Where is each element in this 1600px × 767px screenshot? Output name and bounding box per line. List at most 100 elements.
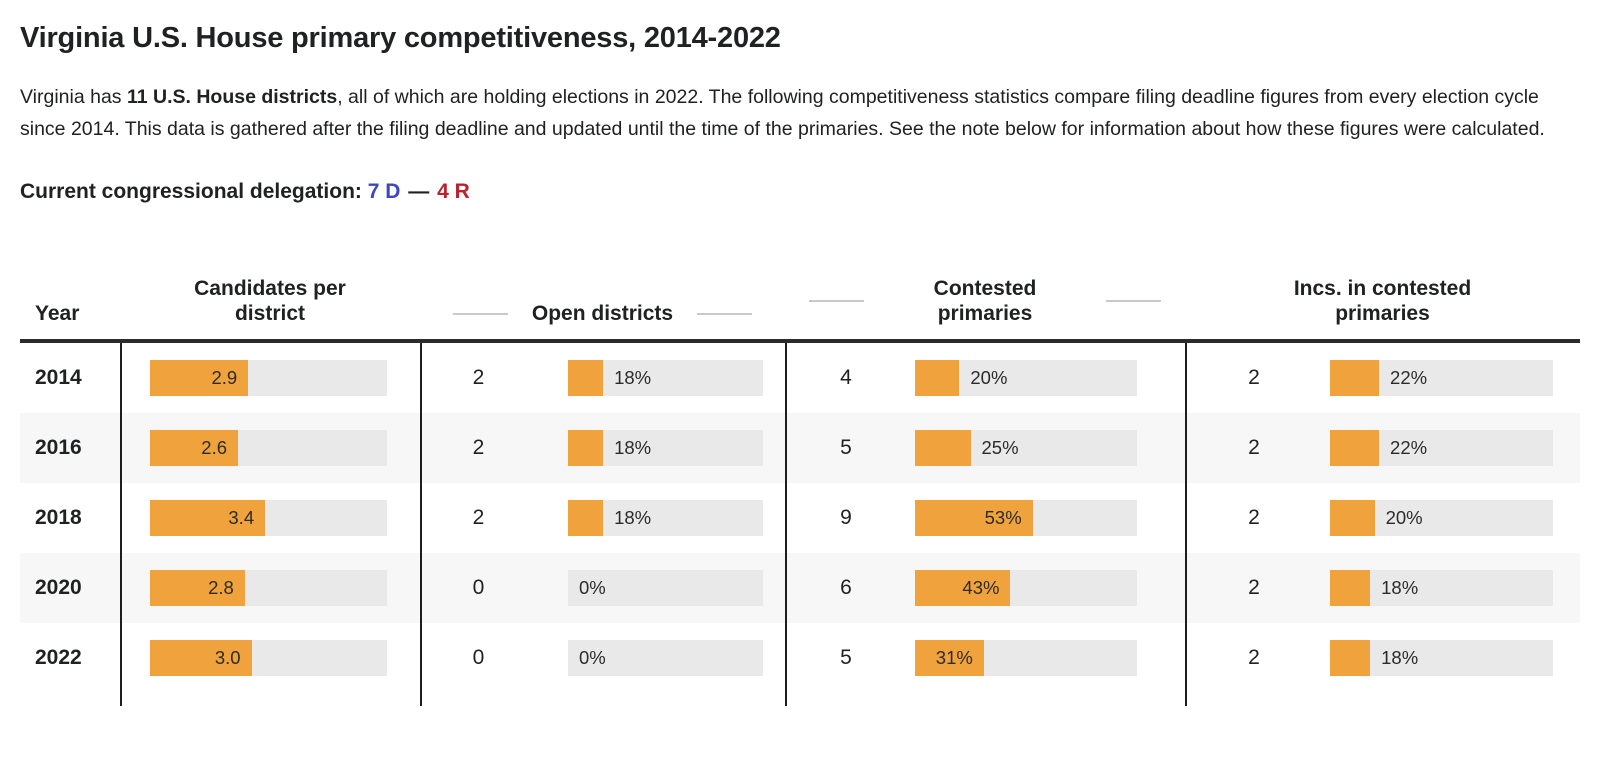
bar-value-label: 0% bbox=[579, 577, 606, 598]
candidates-cell: 2.6 bbox=[120, 413, 420, 483]
year-cell: 2018 bbox=[35, 506, 82, 529]
table-row-2014: 2014 2.9 2 18% 4 20% 2 22% bbox=[20, 343, 1580, 413]
header-dash bbox=[809, 300, 864, 302]
contested-count: 5 bbox=[840, 436, 852, 459]
year-cell: 2022 bbox=[35, 646, 82, 669]
year-cell: 2016 bbox=[35, 436, 82, 459]
bar-value-label: 43% bbox=[962, 577, 1000, 598]
open-count: 2 bbox=[472, 436, 485, 459]
open-pct-bar: 0% bbox=[568, 570, 763, 606]
candidates-cell: 2.8 bbox=[120, 553, 420, 623]
page-title: Virginia U.S. House primary competitiven… bbox=[20, 22, 781, 54]
bar-fill: 3.0 bbox=[150, 640, 252, 676]
dem-count: 7 D bbox=[367, 180, 401, 203]
bar-fill: 2.8 bbox=[150, 570, 245, 606]
bar-fill: 3.4 bbox=[150, 500, 266, 536]
header-dash bbox=[697, 312, 753, 315]
open-count: 0 bbox=[472, 576, 485, 599]
contested-primaries-cell: 5 25% bbox=[785, 413, 1185, 483]
incs-pct-bar: 22% bbox=[1330, 360, 1553, 396]
incs-contested-cell: 2 22% bbox=[1185, 343, 1580, 413]
table-header: Year Candidates per district Open distri… bbox=[20, 254, 1580, 343]
bar-fill bbox=[1330, 500, 1375, 536]
open-pct-bar: 18% bbox=[568, 500, 763, 536]
candidates-cell: 3.4 bbox=[120, 483, 420, 553]
year-cell: 2020 bbox=[35, 576, 82, 599]
bar-fill: 31% bbox=[915, 640, 984, 676]
open-districts-cell: 2 18% bbox=[420, 413, 785, 483]
candidates-bar: 2.6 bbox=[150, 430, 387, 466]
open-districts-cell: 2 18% bbox=[420, 343, 785, 413]
intro-prefix: Virginia has bbox=[20, 86, 127, 108]
col-header-open-districts: Open districts bbox=[420, 301, 785, 326]
col-header-incs-label: Incs. in contested primaries bbox=[1293, 277, 1472, 325]
incs-contested-cell: 2 20% bbox=[1185, 483, 1580, 553]
incs-contested-cell: 2 22% bbox=[1185, 413, 1580, 483]
bar-value-label: 18% bbox=[1381, 577, 1419, 598]
bar-value-label: 2.6 bbox=[201, 437, 228, 458]
bar-value-label: 18% bbox=[1381, 647, 1419, 668]
bar-value-label: 18% bbox=[614, 367, 652, 388]
bar-fill: 43% bbox=[915, 570, 1011, 606]
bar-fill bbox=[568, 430, 604, 466]
bar-fill bbox=[1330, 360, 1380, 396]
candidates-bar: 2.9 bbox=[150, 360, 387, 396]
contested-pct-bar: 43% bbox=[915, 570, 1137, 606]
candidates-bar: 3.0 bbox=[150, 640, 387, 676]
table-border-overhang bbox=[20, 693, 1580, 706]
bar-fill bbox=[1330, 640, 1371, 676]
bar-value-label: 31% bbox=[935, 647, 973, 668]
delegation-dash: — bbox=[408, 180, 430, 203]
contested-pct-bar: 20% bbox=[915, 360, 1137, 396]
contested-primaries-cell: 5 31% bbox=[785, 623, 1185, 693]
incs-count: 2 bbox=[1248, 506, 1260, 529]
bar-value-label: 3.0 bbox=[214, 647, 241, 668]
open-districts-cell: 2 18% bbox=[420, 483, 785, 553]
candidates-bar: 2.8 bbox=[150, 570, 387, 606]
bar-fill bbox=[1330, 570, 1371, 606]
incs-count: 2 bbox=[1248, 436, 1260, 459]
bar-value-label: 25% bbox=[981, 437, 1019, 458]
col-header-contested-label: Contested primaries bbox=[933, 277, 1037, 325]
year-cell: 2014 bbox=[35, 366, 82, 389]
contested-pct-bar: 53% bbox=[915, 500, 1137, 536]
col-header-incs: Incs. in contested primaries bbox=[1185, 276, 1580, 326]
bar-fill bbox=[915, 360, 960, 396]
intro-suffix: , all of which are holding elections in … bbox=[20, 86, 1545, 140]
bar-value-label: 53% bbox=[984, 507, 1022, 528]
header-dash bbox=[452, 312, 508, 315]
contested-count: 6 bbox=[840, 576, 852, 599]
bar-fill: 2.6 bbox=[150, 430, 239, 466]
table-row-2018: 2018 3.4 2 18% 9 53% 2 20% bbox=[20, 483, 1580, 553]
open-pct-bar: 0% bbox=[568, 640, 763, 676]
intro-paragraph: Virginia has 11 U.S. House districts, al… bbox=[20, 81, 1545, 145]
candidates-bar: 3.4 bbox=[150, 500, 387, 536]
incs-count: 2 bbox=[1248, 366, 1260, 389]
incs-pct-bar: 22% bbox=[1330, 430, 1553, 466]
bar-fill: 2.9 bbox=[150, 360, 249, 396]
bar-value-label: 22% bbox=[1390, 367, 1428, 388]
contested-count: 5 bbox=[840, 646, 852, 669]
intro-bold-districts: 11 U.S. House districts bbox=[126, 86, 338, 108]
open-count: 0 bbox=[472, 646, 485, 669]
bar-fill bbox=[1330, 430, 1380, 466]
open-count: 2 bbox=[472, 366, 485, 389]
bar-value-label: 20% bbox=[1385, 507, 1423, 528]
col-header-candidates-label: Candidates per district bbox=[194, 277, 346, 325]
col-header-contested: Contested primaries bbox=[785, 276, 1185, 326]
bar-value-label: 0% bbox=[579, 647, 606, 668]
contested-primaries-cell: 4 20% bbox=[785, 343, 1185, 413]
col-header-candidates: Candidates per district bbox=[120, 276, 420, 326]
header-dash bbox=[1106, 300, 1161, 302]
col-header-year: Year bbox=[35, 302, 80, 325]
bar-fill: 53% bbox=[915, 500, 1033, 536]
incs-pct-bar: 18% bbox=[1330, 570, 1553, 606]
bar-value-label: 20% bbox=[970, 367, 1008, 388]
open-districts-cell: 0 0% bbox=[420, 553, 785, 623]
delegation-label: Current congressional delegation: bbox=[20, 180, 362, 203]
table-row-2016: 2016 2.6 2 18% 5 25% 2 22% bbox=[20, 413, 1580, 483]
contested-primaries-cell: 6 43% bbox=[785, 553, 1185, 623]
delegation-line: Current congressional delegation: 7 D — … bbox=[20, 180, 1580, 204]
candidates-cell: 3.0 bbox=[120, 623, 420, 693]
bar-value-label: 2.8 bbox=[208, 577, 234, 598]
